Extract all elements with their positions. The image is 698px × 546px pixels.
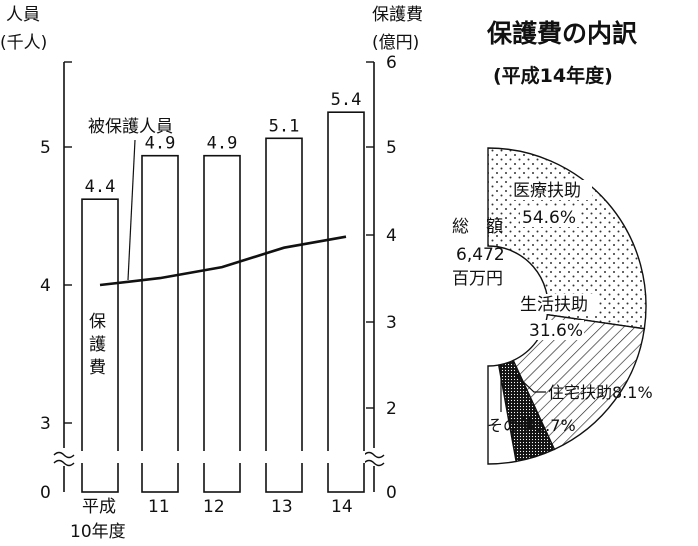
left-tick-label-3: 3: [40, 414, 51, 434]
left-axis-unit-line1: 人員: [6, 5, 40, 25]
x-label-heisei: 平成: [82, 497, 116, 517]
bar-break-13: [265, 451, 303, 463]
left-axis-unit-line2: (千人): [0, 33, 47, 53]
x-label-14: 14: [331, 497, 353, 517]
bar-value-label-14: 5.4: [331, 90, 362, 110]
pie-center-label-2: 6,472: [456, 245, 505, 265]
bar-line-chart: 人員 (千人) 保護費 (億円) 5 4 3 0 6 5 4 3 2 0: [0, 5, 423, 542]
right-tick-label-6: 6: [386, 53, 397, 73]
bar-value-label-10: 4.4: [85, 177, 116, 197]
pie-center-label-3: 百万円: [452, 269, 503, 289]
pie-label-iryo-pct: 54.6%: [522, 208, 576, 228]
pie-label-seikatsu-pct: 31.6%: [529, 321, 583, 341]
right-tick-label-4: 4: [386, 226, 397, 246]
left-tick-label-0: 0: [40, 483, 51, 503]
bar-break-12: [203, 451, 241, 463]
right-axis-unit-line1: 保護費: [372, 5, 423, 25]
right-tick-label-2: 2: [386, 399, 397, 419]
right-tick-label-5: 5: [386, 138, 397, 158]
pie-label-seikatsu-name: 生活扶助: [520, 295, 588, 315]
bar-break-14: [327, 451, 365, 463]
bar-series-label-char3: 費: [89, 358, 106, 378]
bar-12: [203, 154, 241, 493]
pie-label-iryo-name: 医療扶助: [513, 181, 581, 201]
bar-10: [81, 198, 119, 493]
line-label-leader: [127, 139, 136, 281]
bar-break-11: [141, 451, 179, 463]
pie-title: 保護費の内訳: [486, 19, 638, 48]
x-label-12: 12: [203, 497, 225, 517]
x-label-10: 10年度: [70, 522, 126, 542]
bar-break-10: [81, 451, 119, 463]
bar-11: [141, 154, 179, 493]
bar-series-label-char2: 護: [89, 335, 106, 355]
line-series-hihogo: [99, 235, 347, 287]
bar-14: [327, 111, 365, 493]
pie-label-jutaku: 住宅扶助8.1%: [548, 383, 653, 402]
pie-leader-jutaku: [515, 374, 546, 393]
bar-13: [265, 137, 303, 493]
pie-slice-4: [487, 364, 517, 465]
bar-series-label-char1: 保: [89, 312, 106, 332]
bar-value-label-11: 4.9: [145, 134, 176, 154]
right-tick-label-0: 0: [386, 483, 397, 503]
right-axis-unit-line2: (億円): [372, 33, 419, 53]
right-tick-label-3: 3: [386, 313, 397, 333]
pie-center-label-1: 総 額: [452, 217, 503, 237]
line-series-label: 被保護人員: [88, 117, 173, 137]
left-tick-label-5: 5: [40, 138, 51, 158]
left-axis-break: [53, 448, 75, 467]
bar-value-label-12: 4.9: [207, 134, 238, 154]
bars: 4.4 4.9 4.9 5.1 5.4: [81, 90, 365, 493]
bar-value-label-13: 5.1: [269, 116, 300, 136]
pie-label-sonota: その他5.7%: [487, 416, 576, 435]
pie-chart: 保護費の内訳 (平成14年度) 総 額 6,472 百万円 医療扶助 54.6%…: [452, 19, 653, 465]
x-label-13: 13: [271, 497, 293, 517]
x-label-11: 11: [148, 497, 170, 517]
right-axis-break: [363, 448, 385, 467]
pie-subtitle: (平成14年度): [493, 64, 613, 87]
left-tick-label-4: 4: [40, 276, 51, 296]
